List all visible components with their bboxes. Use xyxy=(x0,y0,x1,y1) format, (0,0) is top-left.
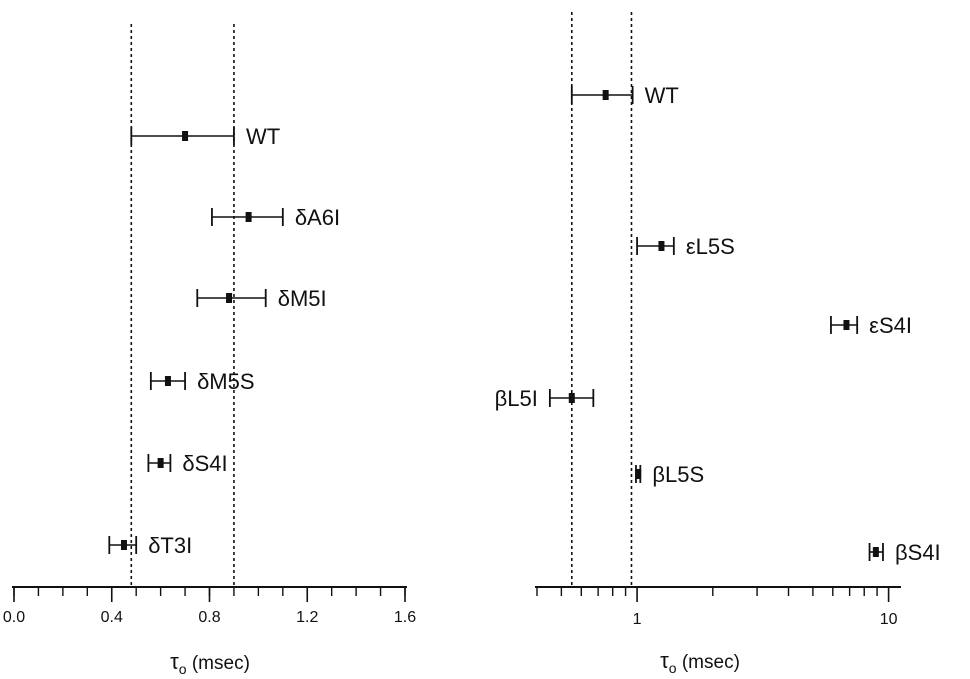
data-point-label: δM5S xyxy=(197,369,254,394)
data-point-label: εS4I xyxy=(869,313,912,338)
x-axis-title-symbol: τ xyxy=(170,649,179,674)
x-tick-label: 0.8 xyxy=(198,609,220,626)
x-axis-title: τo (msec) xyxy=(170,649,250,674)
data-point-label: δT3I xyxy=(148,533,192,558)
data-point-marker xyxy=(182,131,189,141)
x-axis-title-unit: (msec) xyxy=(677,652,740,673)
x-tick-label: 0.4 xyxy=(101,609,123,626)
data-point-label: βL5I xyxy=(495,386,538,411)
data-point-group: δS4I xyxy=(147,451,228,476)
x-axis-title-subscript: o xyxy=(179,661,187,674)
x-axis-title-unit: (msec) xyxy=(187,653,250,674)
data-point-group: WT xyxy=(130,124,280,149)
x-tick-label: 1 xyxy=(633,611,642,628)
data-point-marker xyxy=(843,320,850,330)
data-point-label: δA6I xyxy=(295,205,340,230)
data-point-group: εS4I xyxy=(830,313,912,338)
data-point-label: δS4I xyxy=(182,451,227,476)
x-axis-title-symbol: τ xyxy=(660,648,669,673)
data-point-group: βS4I xyxy=(868,540,941,565)
data-point-marker xyxy=(245,212,252,222)
data-point-marker xyxy=(568,393,575,403)
panel-left: 0.0 0.4 0.8 1.2 1.6 τo (msec) WT δA6I δM5I δM5S δS… xyxy=(3,24,416,677)
data-point-group: δM5I xyxy=(196,286,327,311)
data-point-marker xyxy=(658,241,665,251)
data-point-marker xyxy=(157,458,164,468)
data-point-group: εL5S xyxy=(636,234,735,259)
data-point-group: βL5I xyxy=(495,386,595,411)
data-point-marker xyxy=(226,293,233,303)
x-tick-label: 10 xyxy=(880,611,898,628)
data-point-marker xyxy=(635,469,642,479)
panel-right: 1 10 τo (msec) WT εL5S εS4I βL5I βL5S βS4I xyxy=(495,12,941,676)
x-tick-label: 1.6 xyxy=(394,609,416,626)
data-point-group: δT3I xyxy=(108,533,192,558)
data-point-marker xyxy=(872,547,879,557)
x-tick-label: 1.2 xyxy=(296,609,318,626)
data-point-label: εL5S xyxy=(686,234,735,259)
data-point-marker xyxy=(602,90,609,100)
data-point-group: δM5S xyxy=(149,369,255,394)
data-point-group: βL5S xyxy=(635,462,704,487)
data-point-label: WT xyxy=(645,83,679,108)
data-point-group: δA6I xyxy=(211,205,340,230)
data-point-group: WT xyxy=(570,83,679,108)
x-tick-label: 0.0 xyxy=(3,609,25,626)
data-point-label: βL5S xyxy=(652,462,704,487)
x-axis-title: τo (msec) xyxy=(660,648,740,674)
data-point-marker xyxy=(120,540,127,550)
data-point-label: βS4I xyxy=(895,540,941,565)
data-point-label: WT xyxy=(246,124,280,149)
data-point-marker xyxy=(164,376,171,386)
x-axis-title-subscript: o xyxy=(669,660,677,674)
data-point-label: δM5I xyxy=(278,286,327,311)
